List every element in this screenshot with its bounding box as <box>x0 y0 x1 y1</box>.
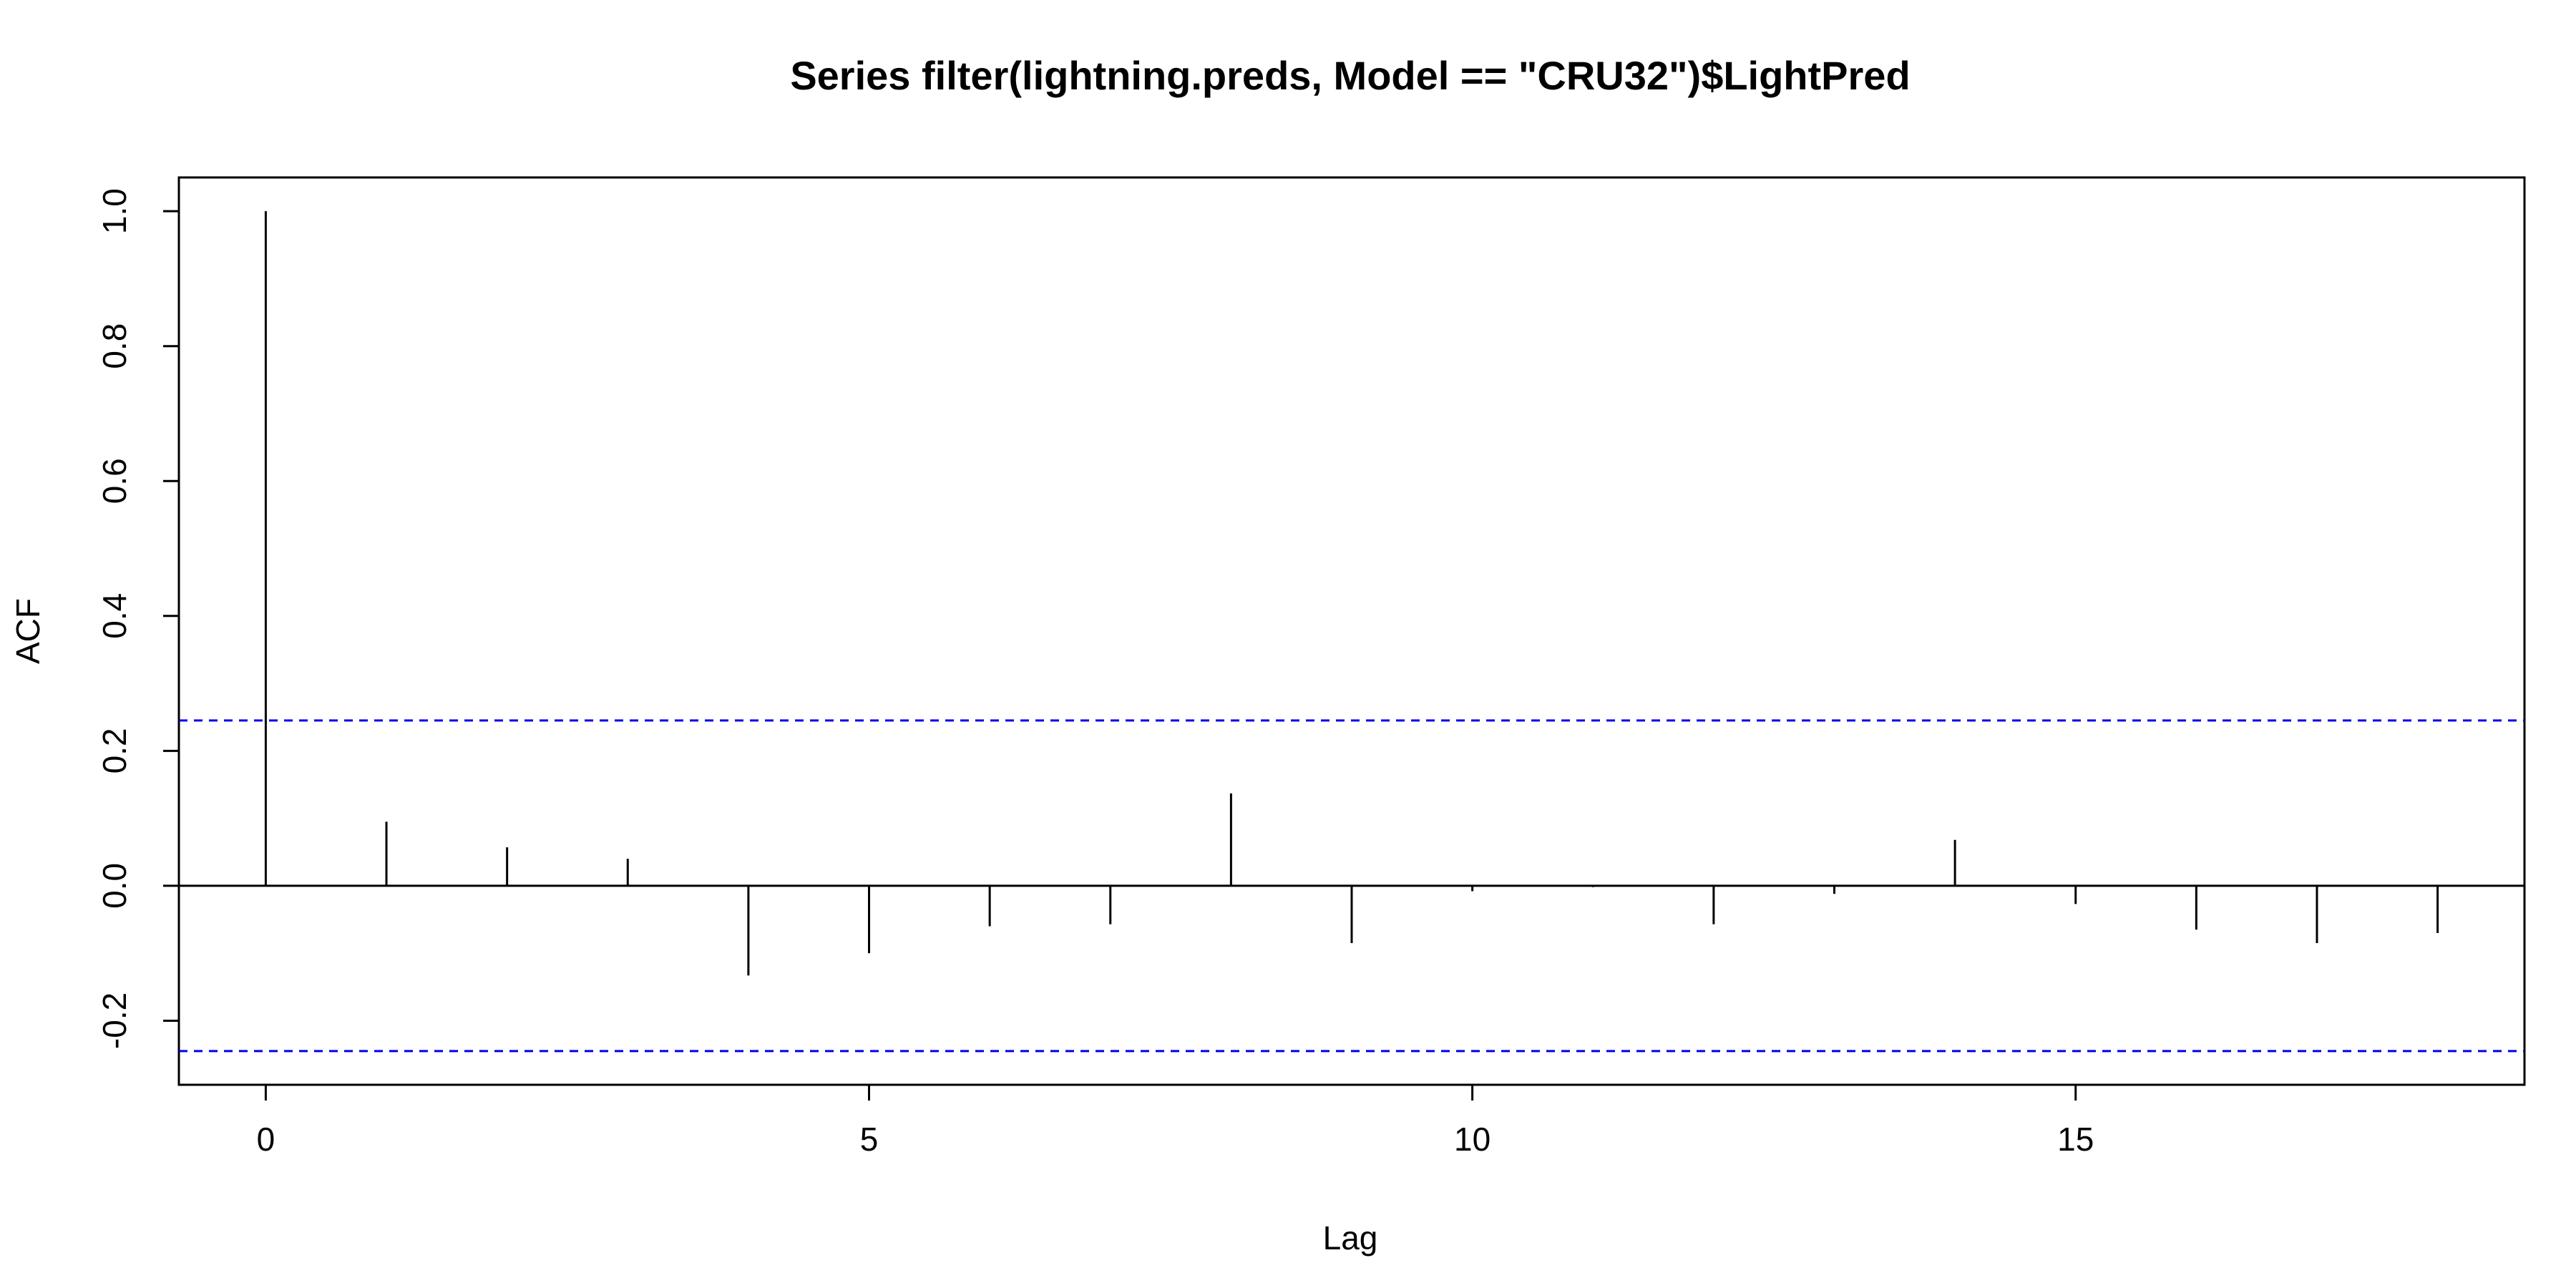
y-tick-label-0: -0.2 <box>96 992 133 1049</box>
y-tick-label-4: 0.6 <box>96 458 133 504</box>
y-tick-label-1: 0.0 <box>96 863 133 909</box>
y-axis: -0.2 0.0 0.2 0.4 0.6 0.8 1.0 <box>96 188 180 1049</box>
acf-bars <box>264 211 2439 976</box>
y-tick-label-6: 1.0 <box>96 188 133 234</box>
y-tick-label-3: 0.4 <box>96 593 133 639</box>
x-tick-label-0: 0 <box>257 1121 275 1158</box>
x-tick-label-15: 15 <box>2057 1121 2094 1158</box>
x-axis-label: Lag <box>1323 1219 1378 1257</box>
y-tick-label-2: 0.2 <box>96 728 133 774</box>
plot-frame <box>177 176 2526 1086</box>
y-axis-label: ACF <box>9 598 47 664</box>
confidence-lines <box>179 719 2524 1053</box>
x-tick-label-5: 5 <box>860 1121 879 1158</box>
x-tick-label-10: 10 <box>1454 1121 1491 1158</box>
x-axis: 0 5 10 15 <box>257 1083 2094 1158</box>
y-tick-label-5: 0.8 <box>96 323 133 369</box>
chart-title: Series filter(lightning.preds, Model == … <box>790 53 1910 98</box>
